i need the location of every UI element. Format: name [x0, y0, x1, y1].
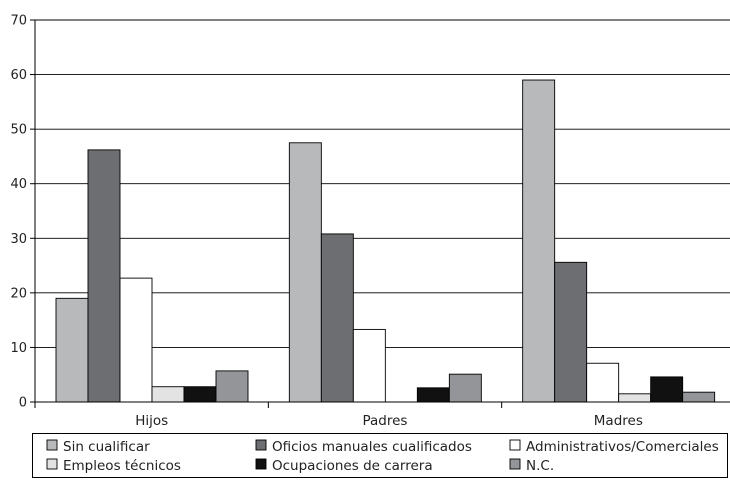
- legend-swatch: [509, 439, 521, 451]
- legend-label: Administrativos/Comerciales: [526, 439, 719, 455]
- legend-label: Ocupaciones de carrera: [272, 458, 433, 474]
- y-tick-label: 50: [10, 123, 27, 138]
- bar: [416, 387, 450, 403]
- legend-label: Sin cualificar: [63, 439, 150, 455]
- legend: Sin cualificar Oficios manuales cualifica…: [32, 433, 728, 478]
- legend-swatch: [255, 439, 267, 451]
- y-tick-label: 0: [19, 396, 27, 411]
- legend-swatch: [46, 439, 58, 451]
- bars: [55, 79, 716, 403]
- bar: [650, 376, 684, 403]
- legend-label: Oficios manuales cualificados: [272, 439, 472, 455]
- bar: [682, 391, 716, 403]
- legend-swatch: [46, 458, 58, 470]
- y-tick-label: 30: [10, 232, 27, 247]
- legend-swatch: [509, 458, 521, 470]
- bar: [586, 362, 620, 403]
- bar: [522, 79, 556, 403]
- bar: [119, 277, 153, 403]
- bar: [448, 373, 482, 403]
- y-tick-label: 20: [10, 286, 27, 301]
- legend-box: [32, 433, 728, 478]
- y-tick-label: 40: [10, 177, 27, 192]
- bar: [288, 142, 322, 403]
- legend-swatch: [255, 458, 267, 470]
- bar: [320, 233, 354, 403]
- category-label: Madres: [594, 413, 643, 429]
- axes: 0 10 20 30 40 50 60 70 Hijos Padres Madres: [10, 14, 730, 429]
- bar: [554, 261, 588, 403]
- y-tick-label: 10: [10, 341, 27, 356]
- bar: [55, 297, 89, 403]
- y-tick-label: 60: [10, 68, 27, 83]
- bar: [183, 386, 217, 403]
- bar: [87, 149, 121, 403]
- category-label: Hijos: [135, 413, 168, 429]
- category-label: Padres: [363, 413, 408, 429]
- bar: [151, 386, 185, 403]
- legend-label: N.C.: [526, 458, 554, 474]
- bar: [215, 370, 249, 403]
- legend-label: Empleos técnicos: [63, 458, 181, 474]
- bar: [618, 393, 652, 403]
- bar: [352, 328, 386, 403]
- y-tick-label: 70: [10, 14, 27, 29]
